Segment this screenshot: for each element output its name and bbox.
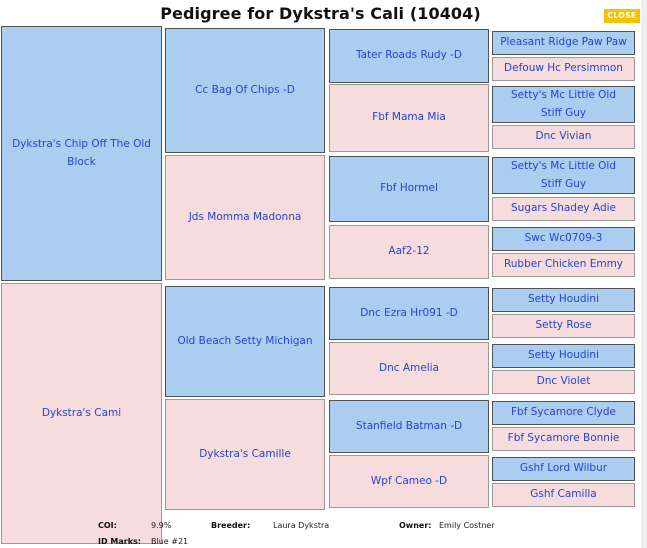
gen4-cell[interactable]: Dnc Violet: [492, 370, 635, 394]
gen4-cell[interactable]: Fbf Sycamore Bonnie: [492, 427, 635, 451]
breeder-value: Laura Dykstra: [273, 521, 330, 530]
gen3-cell[interactable]: Dnc Ezra Hr091 -D: [329, 287, 489, 340]
owner-label: Owner:: [399, 521, 432, 530]
gen1-dam[interactable]: Dykstra's Cami: [1, 283, 162, 544]
gen4-cell[interactable]: Setty Houdini: [492, 344, 635, 368]
gen3-cell[interactable]: Stanfield Batman -D: [329, 400, 489, 453]
gen3-cell[interactable]: Aaf2-12: [329, 225, 489, 279]
breeder-label: Breeder:: [211, 521, 251, 530]
gen3-cell[interactable]: Wpf Cameo -D: [329, 455, 489, 508]
gen4-cell[interactable]: Gshf Lord Wilbur: [492, 457, 635, 481]
gen2-cell[interactable]: Dykstra's Camille: [165, 399, 325, 510]
gen2-cell[interactable]: Cc Bag Of Chips -D: [165, 28, 325, 153]
gen4-cell[interactable]: Setty's Mc Little Old Stiff Guy: [492, 157, 635, 194]
gen4-cell[interactable]: Sugars Shadey Adie: [492, 197, 635, 221]
gen4-cell[interactable]: Setty Houdini: [492, 288, 635, 312]
background-edge: [641, 0, 647, 548]
gen4-cell[interactable]: Fbf Sycamore Clyde: [492, 401, 635, 425]
coi-label: COI:: [98, 521, 117, 530]
gen3-cell[interactable]: Fbf Mama Mia: [329, 84, 489, 152]
gen3-cell[interactable]: Fbf Hormel: [329, 156, 489, 222]
id-marks-value: Blue #21: [151, 537, 189, 546]
gen4-cell[interactable]: Rubber Chicken Emmy: [492, 253, 635, 277]
gen4-cell[interactable]: Defouw Hc Persimmon: [492, 57, 635, 81]
background-strip: [0, 0, 647, 6]
id-marks-label: ID Marks:: [98, 537, 141, 546]
gen2-cell[interactable]: Jds Momma Madonna: [165, 155, 325, 280]
gen3-cell[interactable]: Tater Roads Rudy -D: [329, 29, 489, 83]
coi-value: 9.9%: [151, 521, 172, 530]
gen4-cell[interactable]: Dnc Vivian: [492, 125, 635, 149]
gen1-sire[interactable]: Dykstra's Chip Off The Old Block: [1, 26, 162, 281]
gen3-cell[interactable]: Dnc Amelia: [329, 342, 489, 395]
gen4-cell[interactable]: Swc Wc0709-3: [492, 227, 635, 251]
close-button[interactable]: CLOSE: [604, 9, 640, 23]
gen4-cell[interactable]: Pleasant Ridge Paw Paw: [492, 31, 635, 55]
gen4-cell[interactable]: Setty's Mc Little Old Stiff Guy: [492, 86, 635, 123]
gen4-cell[interactable]: Setty Rose: [492, 314, 635, 338]
owner-value: Emily Costner: [439, 521, 495, 530]
page-title: Pedigree for Dykstra's Cali (10404): [160, 4, 481, 23]
gen4-cell[interactable]: Gshf Camilla: [492, 483, 635, 507]
gen2-cell[interactable]: Old Beach Setty Michigan: [165, 286, 325, 397]
